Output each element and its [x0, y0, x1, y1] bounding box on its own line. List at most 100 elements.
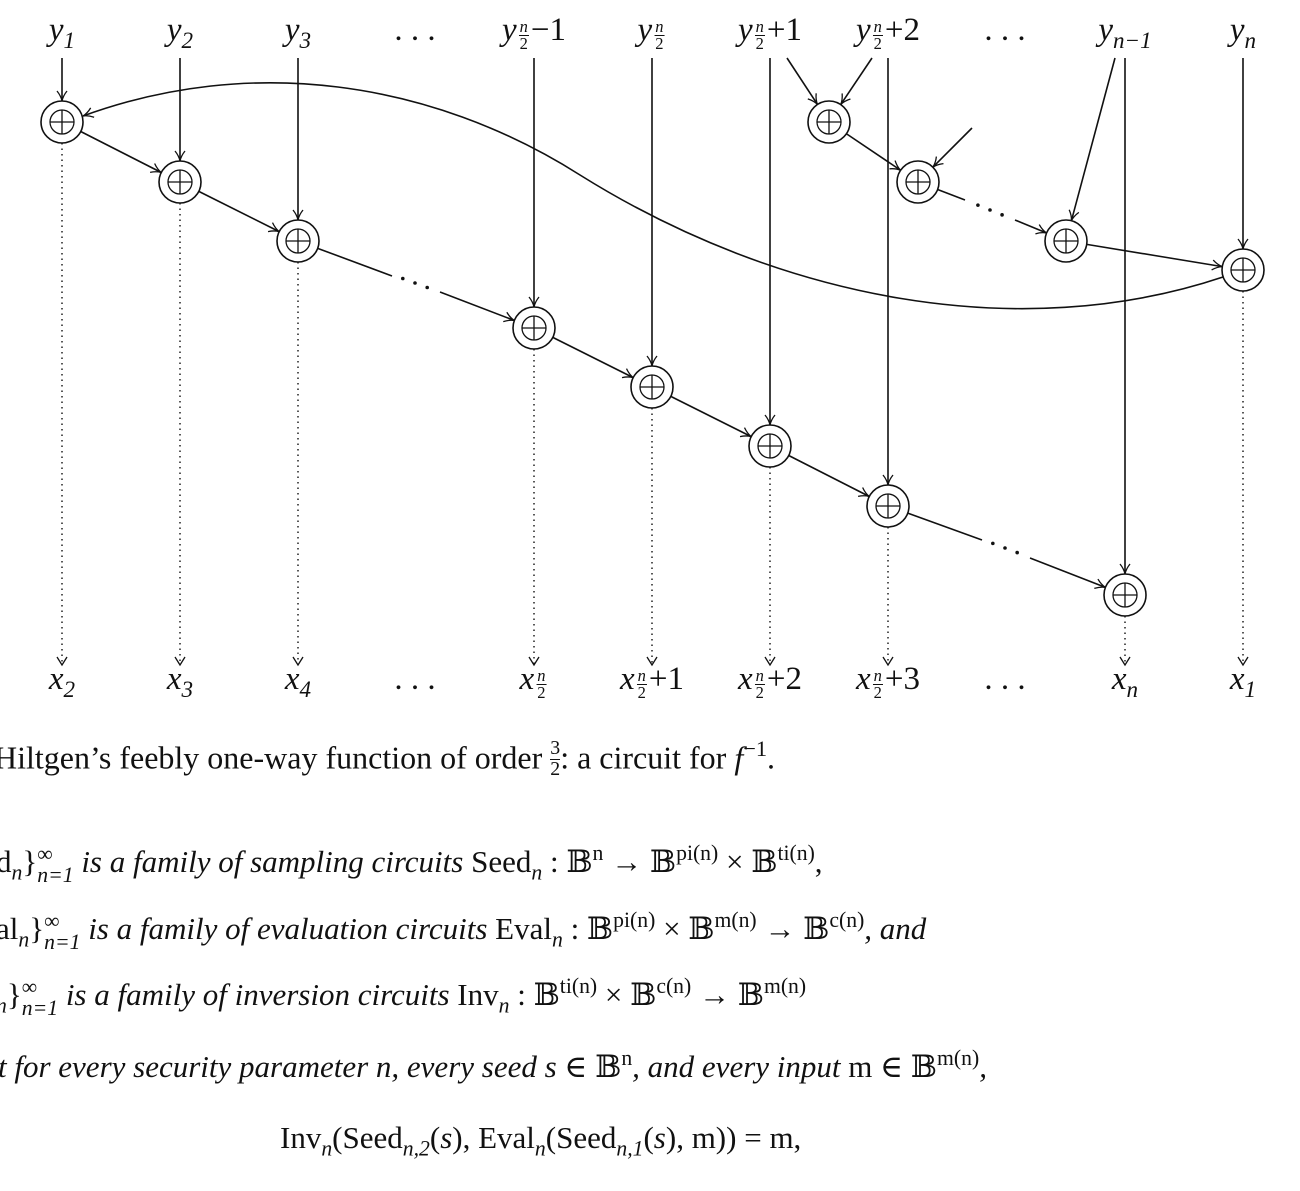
text-segment: y — [637, 12, 653, 48]
input-wire — [932, 127, 973, 168]
input-label-1: y2 — [167, 14, 193, 52]
text-segment: : 𝔹 — [562, 910, 614, 946]
text-segment: , — [814, 843, 823, 879]
text-segment: ), m)) = m, — [665, 1120, 802, 1155]
chain-edge — [1014, 219, 1047, 235]
input-wire — [786, 57, 819, 105]
text-segment: → 𝔹 — [603, 843, 677, 879]
text-segment: Seed — [471, 843, 532, 879]
chain-edge — [317, 247, 393, 277]
superscript: c(n) — [829, 908, 865, 932]
text-segment: d — [0, 843, 12, 879]
ellipsis-dot — [991, 541, 995, 546]
text-segment: × 𝔹 — [718, 843, 778, 879]
input-label-9: yn−1 — [1098, 14, 1151, 52]
text-segment: +1 — [766, 12, 803, 48]
text-segment: x — [284, 661, 300, 697]
input-label-3: . . . — [394, 14, 435, 47]
input-wire — [1068, 57, 1116, 222]
subscript: n — [531, 860, 543, 885]
output-label-5: x n 2 +1 — [620, 663, 684, 702]
superscript: −1 — [743, 736, 768, 761]
numerator: n — [754, 665, 765, 686]
superscript: m(n) — [763, 974, 807, 998]
text-segment: y — [855, 12, 871, 48]
denominator: 2 — [873, 34, 882, 54]
output-label-0: x2 — [49, 663, 75, 701]
text-segment: x — [519, 661, 535, 697]
text-segment: × 𝔹 — [597, 976, 657, 1012]
numerator: n — [872, 665, 883, 686]
numerator: 3 — [550, 737, 561, 761]
numerator: n — [654, 16, 665, 37]
text-segment: is a family of evaluation circuits — [80, 910, 496, 946]
text-segment: x — [737, 661, 753, 697]
text-segment: x — [166, 661, 182, 697]
definition-line-seed: dn} ∞ n=1 is a family of sampling circuits… — [0, 841, 823, 887]
subscript: n=1 — [37, 862, 74, 887]
subscript: n — [321, 1136, 333, 1161]
ellipsis-dot — [1000, 213, 1004, 217]
subscript: 2 — [63, 676, 76, 703]
text-segment: t for every security parameter n, every … — [0, 1048, 565, 1084]
text-segment: Hiltgen’s feebly one-way function of ord… — [0, 739, 551, 776]
superscript: pi(n) — [676, 841, 719, 865]
text-segment: is a family of sampling circuits — [73, 843, 472, 879]
sub-superscript: ∞ n=1 — [37, 843, 74, 887]
text-segment: . . . — [984, 661, 1026, 697]
text-segment: y — [1229, 12, 1245, 48]
text-segment: × 𝔹 — [655, 910, 715, 946]
text-segment: +3 — [884, 661, 921, 697]
figure-caption: Hiltgen’s feebly one-way function of ord… — [0, 736, 775, 780]
xor-gate-icon — [1103, 573, 1147, 617]
text-segment: x — [48, 661, 64, 697]
input-label-10: yn — [1230, 14, 1256, 52]
text-segment: , and every input — [632, 1048, 849, 1084]
denominator: 2 — [537, 683, 546, 703]
input-wire — [840, 57, 873, 106]
text-segment: → 𝔹 — [756, 910, 830, 946]
chain-edge — [788, 454, 870, 498]
text-segment: x — [1229, 661, 1245, 697]
text-segment: y — [284, 12, 300, 48]
text-segment: y — [48, 12, 64, 48]
subscript: n — [11, 860, 23, 885]
text-segment: : a circuit for — [560, 739, 735, 776]
chain-edge — [1029, 557, 1106, 590]
superscript: ti(n) — [559, 974, 598, 998]
text-segment: (Seed — [545, 1120, 617, 1155]
sub-superscript: ∞ n=1 — [21, 976, 59, 1020]
text-segment: ∈ 𝔹 — [564, 1048, 622, 1084]
xor-gate-icon — [630, 365, 674, 409]
text-segment: ), Eval — [452, 1120, 535, 1155]
text-segment: ( — [643, 1120, 654, 1155]
correctness-equation: Invn(Seedn,2(s), Evaln(Seedn,1(s), m)) =… — [280, 1122, 801, 1160]
denominator: 2 — [755, 683, 764, 703]
output-label-10: x1 — [1230, 663, 1256, 701]
text-segment: +1 — [648, 661, 685, 697]
subscript: n,1 — [616, 1136, 644, 1161]
chain-edge — [552, 336, 634, 379]
subscript: n=1 — [21, 995, 59, 1020]
subscript: n — [1244, 27, 1257, 54]
text-segment: (Seed — [332, 1120, 403, 1155]
ellipsis-dot — [1003, 546, 1007, 550]
text-segment: is a family of inversion circuits — [58, 976, 458, 1012]
denominator: 2 — [873, 683, 882, 703]
superscript: c(n) — [656, 974, 692, 998]
arrowhead-icon — [646, 656, 658, 667]
input-label-2: y3 — [285, 14, 311, 52]
xor-gate-icon — [512, 306, 556, 350]
xor-gate-icon — [1044, 219, 1088, 263]
subscript: n=1 — [44, 929, 81, 954]
superscript: ti(n) — [777, 841, 815, 865]
subscript: n — [18, 927, 30, 952]
text-segment: y — [1098, 12, 1113, 48]
